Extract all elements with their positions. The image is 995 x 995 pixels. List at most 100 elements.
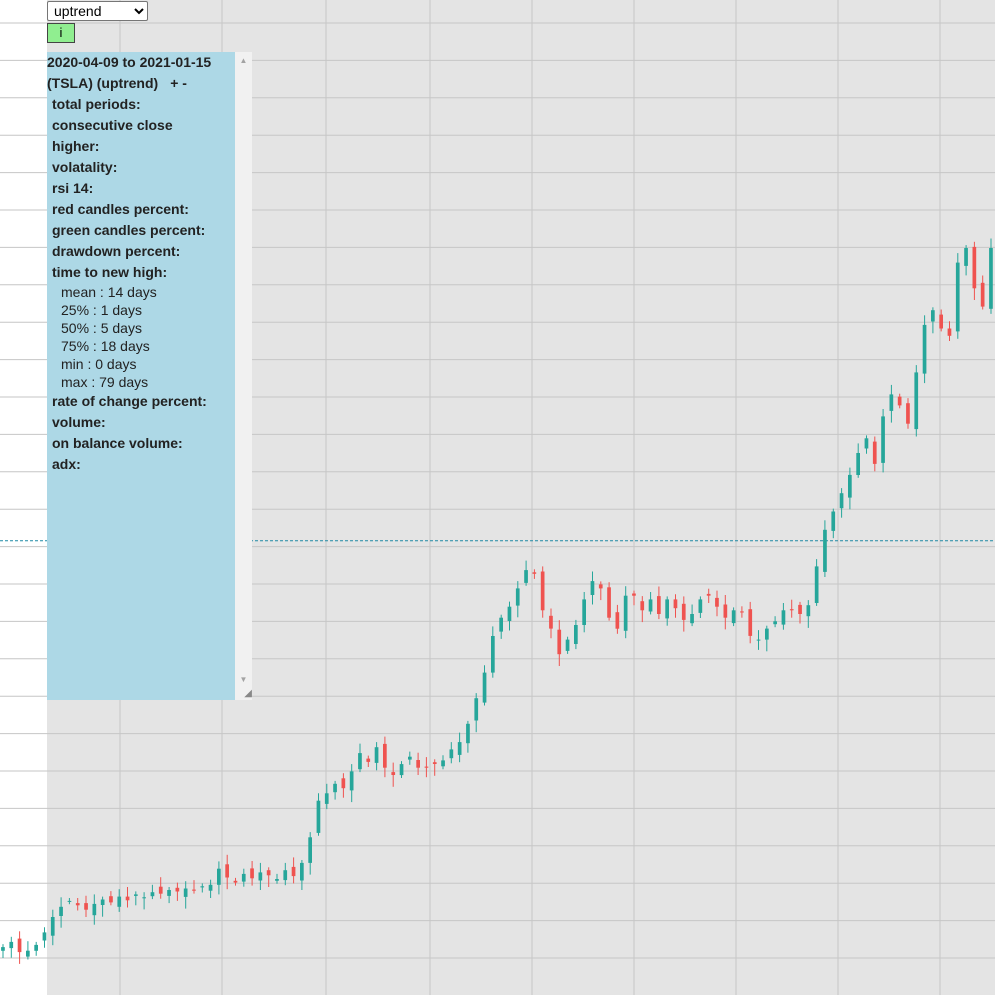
candle-up bbox=[308, 837, 312, 863]
candles bbox=[1, 238, 993, 964]
candle-up bbox=[814, 566, 819, 603]
candle-up bbox=[507, 606, 512, 621]
candle-up bbox=[42, 932, 47, 941]
candle-up bbox=[881, 416, 885, 463]
candle-down bbox=[872, 441, 877, 464]
candle-up bbox=[623, 595, 628, 631]
candle-down bbox=[906, 403, 910, 424]
candle-down bbox=[598, 584, 603, 589]
candle-up bbox=[515, 588, 520, 606]
candle-down bbox=[175, 887, 180, 892]
time-to-new-high-p25: 25% : 1 days bbox=[61, 302, 142, 318]
candle-down bbox=[607, 587, 611, 618]
candle-down bbox=[125, 896, 130, 901]
stats-panel-content: 2020-04-09 to 2021-01-15 (TSLA) (uptrend… bbox=[47, 52, 235, 700]
candle-up bbox=[67, 900, 72, 902]
candle-up bbox=[275, 879, 279, 881]
candle-up bbox=[955, 262, 960, 332]
candle-down bbox=[291, 866, 296, 877]
candle-down bbox=[391, 772, 396, 775]
candle-down bbox=[225, 864, 229, 878]
candle-up bbox=[208, 884, 213, 891]
trend-select[interactable]: uptrend bbox=[47, 1, 148, 21]
candle-down bbox=[715, 597, 719, 607]
candle-up bbox=[491, 636, 495, 673]
candle-up bbox=[690, 614, 694, 624]
candle-down bbox=[980, 282, 985, 307]
time-to-new-high-p75: 75% : 18 days bbox=[61, 338, 150, 354]
candle-up bbox=[914, 372, 919, 430]
candle-up bbox=[889, 394, 894, 411]
candle-up bbox=[333, 783, 337, 793]
candle-up bbox=[134, 894, 138, 896]
candle-down bbox=[789, 609, 794, 611]
candle-up bbox=[823, 529, 827, 572]
collapse-minus-button[interactable]: - bbox=[182, 75, 187, 91]
candle-up bbox=[806, 605, 811, 617]
stat-drawdown-percent: drawdown percent: bbox=[52, 243, 181, 259]
candle-up bbox=[142, 897, 146, 899]
candle-up bbox=[358, 753, 362, 770]
candle-up bbox=[408, 756, 412, 760]
stat-volume: volume: bbox=[52, 414, 106, 430]
candle-up bbox=[150, 892, 155, 897]
stat-green-candles-percent: green candles percent: bbox=[52, 222, 206, 238]
scroll-down-arrow-icon[interactable]: ▼ bbox=[239, 675, 248, 684]
candle-up bbox=[964, 248, 968, 266]
candle-up bbox=[648, 599, 653, 612]
candle-up bbox=[217, 868, 221, 885]
candle-up bbox=[258, 872, 263, 881]
candle-up bbox=[474, 698, 479, 721]
scroll-up-arrow-icon[interactable]: ▲ bbox=[239, 56, 248, 65]
candle-down bbox=[432, 762, 437, 764]
info-button[interactable]: i bbox=[47, 23, 75, 43]
candle-up bbox=[756, 639, 761, 641]
candle-up bbox=[441, 760, 445, 767]
candle-down bbox=[897, 396, 902, 406]
candle-down bbox=[972, 246, 977, 289]
candle-up bbox=[856, 453, 860, 475]
candle-down bbox=[233, 880, 238, 883]
candle-up bbox=[731, 610, 736, 624]
candle-up bbox=[499, 617, 503, 632]
stat-red-candles-percent: red candles percent: bbox=[52, 201, 189, 217]
candle-down bbox=[557, 629, 562, 655]
candle-up bbox=[457, 742, 462, 755]
panel-scrollbar[interactable]: ▲ ▼ bbox=[235, 52, 252, 688]
candle-up bbox=[773, 621, 777, 625]
time-to-new-high-max: max : 79 days bbox=[61, 374, 149, 390]
candle-down bbox=[266, 870, 271, 876]
candle-down bbox=[75, 903, 80, 906]
candle-up bbox=[399, 764, 404, 776]
candle-up bbox=[839, 493, 844, 509]
candle-down bbox=[109, 896, 113, 903]
candle-up bbox=[466, 723, 470, 744]
candle-up bbox=[524, 570, 528, 583]
time-to-new-high-min: min : 0 days bbox=[61, 356, 137, 372]
candle-up bbox=[100, 899, 105, 905]
candle-down bbox=[17, 938, 22, 953]
candle-down bbox=[798, 604, 802, 614]
candle-up bbox=[848, 474, 852, 498]
time-to-new-high-mean: mean : 14 days bbox=[61, 284, 157, 300]
candle-up bbox=[283, 870, 288, 881]
stat-volatality: volatality: bbox=[52, 159, 118, 175]
candle-up bbox=[482, 672, 487, 703]
candle-down bbox=[532, 572, 537, 574]
candle-up bbox=[241, 873, 246, 882]
stats-panel[interactable]: 2020-04-09 to 2021-01-15 (TSLA) (uptrend… bbox=[47, 52, 252, 700]
candle-down bbox=[947, 328, 952, 336]
candle-up bbox=[9, 941, 14, 949]
candle-down bbox=[540, 571, 545, 611]
stat-time-to-new-high: time to new high: bbox=[52, 264, 168, 280]
candle-up bbox=[167, 890, 171, 896]
candle-up bbox=[324, 793, 329, 804]
candle-down bbox=[681, 603, 686, 620]
stat-on-balance-volume: on balance volume: bbox=[52, 435, 183, 451]
resize-handle-icon[interactable]: ◢ bbox=[235, 688, 252, 700]
candle-up bbox=[931, 310, 935, 322]
candle-down bbox=[723, 604, 728, 618]
expand-plus-button[interactable]: + bbox=[170, 75, 179, 91]
candle-down bbox=[615, 612, 620, 629]
